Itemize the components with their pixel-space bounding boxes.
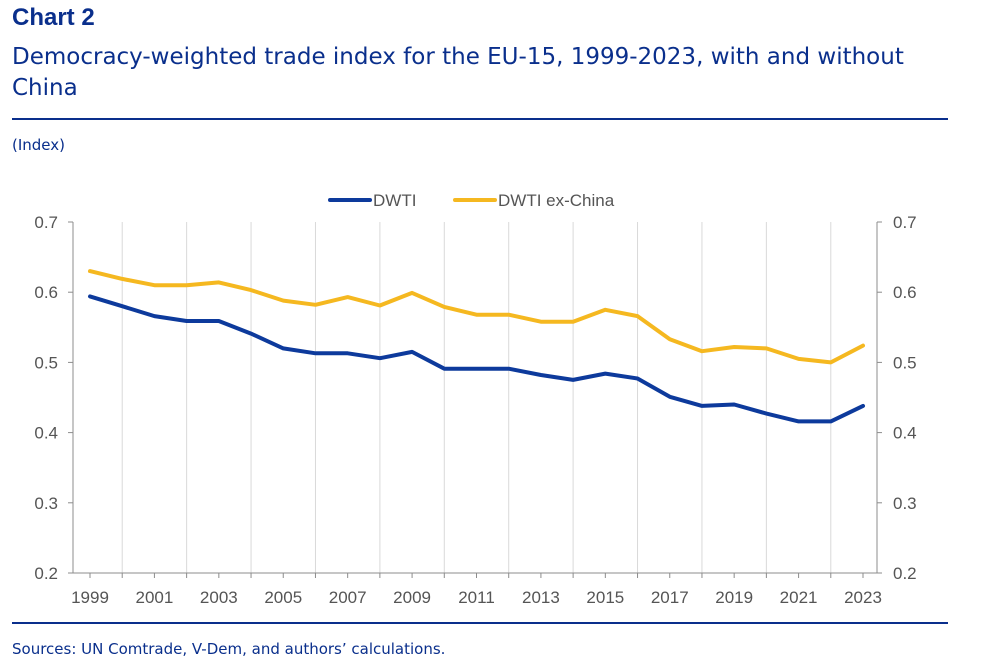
x-tick-label: 2007 (329, 588, 367, 607)
x-tick-label: 2003 (200, 588, 238, 607)
unit-label: (Index) (12, 136, 65, 154)
x-tick-label: 2021 (780, 588, 818, 607)
legend: DWTI DWTI ex-China (328, 191, 615, 210)
x-tick-label: 2015 (586, 588, 624, 607)
y-tick-label-left: 0.7 (34, 213, 58, 232)
chart-number: Chart 2 (12, 4, 95, 31)
y-tick-label-left: 0.2 (34, 564, 58, 583)
y-tick-label-right: 0.5 (893, 353, 917, 372)
x-tick-label: 2013 (522, 588, 560, 607)
series-lines (88, 269, 865, 424)
source-note: Sources: UN Comtrade, V-Dem, and authors… (12, 640, 446, 658)
y-tick-label-right: 0.6 (893, 283, 917, 302)
legend-label-dwti: DWTI (373, 191, 416, 210)
y-tick-label-right: 0.3 (893, 494, 917, 513)
x-tick-label: 2019 (715, 588, 753, 607)
x-tick-label: 2001 (136, 588, 174, 607)
y-tick-label-left: 0.4 (34, 424, 58, 443)
y-tick-label-left: 0.5 (34, 353, 58, 372)
y-tick-label-right: 0.4 (893, 424, 917, 443)
axes: 0.7 0.7 0.6 0.6 0.5 0.5 0.4 0.4 0.3 0.3 0.2 0.2 1999… (34, 213, 916, 607)
legend-label-dwti-ex-china: DWTI ex-China (498, 191, 615, 210)
y-tick-label-left: 0.6 (34, 283, 58, 302)
dwti-line (88, 294, 865, 424)
x-tick-label: 2017 (651, 588, 689, 607)
x-tick-label: 2023 (844, 588, 882, 607)
x-tick-label: 2005 (264, 588, 302, 607)
dwti-ex-china-line (88, 269, 865, 365)
bottom-divider (12, 622, 948, 624)
y-tick-label-right: 0.7 (893, 213, 917, 232)
x-tick-label: 2009 (393, 588, 431, 607)
gridlines (121, 222, 832, 573)
y-tick-label-left: 0.3 (34, 494, 58, 513)
top-divider (12, 118, 948, 120)
x-tick-label: 1999 (71, 588, 109, 607)
line-chart: 0.7 0.7 0.6 0.6 0.5 0.5 0.4 0.4 0.3 0.3 0.2 0.2 1999… (34, 191, 916, 607)
x-tick-label: 2011 (458, 588, 495, 607)
chart-title: Democracy-weighted trade index for the E… (12, 44, 904, 101)
y-tick-label-right: 0.2 (893, 564, 917, 583)
